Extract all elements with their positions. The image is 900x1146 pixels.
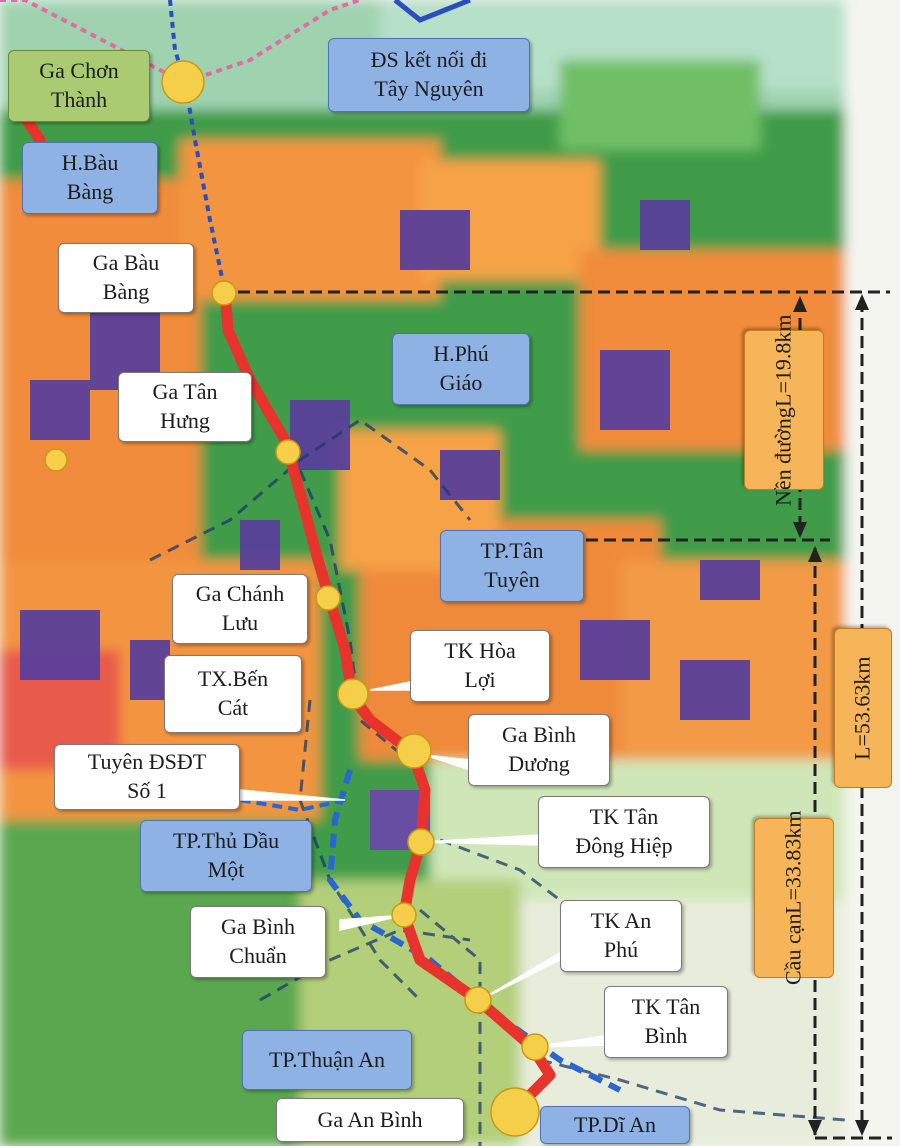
label-ga-tan-hung: Ga Tân Hưng	[118, 372, 252, 442]
label-tk-tan-dong-hiep: TK Tân Đông Hiệp	[538, 796, 710, 868]
label-tp-thuan-an-line-1: TP.Thuận An	[268, 1046, 386, 1072]
label-tk-an-phu-line-1: TK An	[590, 908, 652, 934]
label-h-bau-bang-line-1: H.Bàu	[61, 150, 119, 176]
station-binh-chuan	[391, 902, 417, 928]
label-nen-duong-line-1: Nền đường	[770, 406, 796, 506]
station-chon-thanh	[161, 60, 205, 104]
label-ds-tay-nguyen: ĐS kết nối đi Tây Nguyên	[328, 38, 530, 112]
label-ga-binh-duong: Ga Bình Dương	[468, 714, 610, 786]
label-tp-thu-dau-mot-line-1: TP.Thủ Dầu	[172, 828, 280, 854]
label-ga-bau-bang-line-1: Ga Bàu	[92, 250, 160, 276]
station-hoa-loi	[337, 678, 369, 710]
station-an-binh	[490, 1087, 540, 1137]
label-tk-tan-dong-hiep-line-2: Đông Hiệp	[575, 833, 673, 858]
label-h-phu-giao-line-1: H.Phú	[433, 341, 489, 367]
label-cau-can-line-2: L=33.83km	[780, 810, 806, 914]
label-ga-binh-chuan: Ga Bình Chuẩn	[190, 906, 326, 978]
label-tp-di-an-line-1: TP.Dĩ An	[574, 1111, 656, 1137]
label-ga-chon-thanh-line-1: Ga Chơn	[39, 58, 119, 84]
label-tp-thuan-an: TP.Thuận An	[242, 1030, 412, 1090]
label-ga-bau-bang-line-2: Bàng	[102, 279, 150, 304]
label-ga-chon-thanh: Ga Chơn Thành	[8, 50, 150, 122]
stations	[44, 60, 549, 1137]
label-ga-binh-chuan-line-2: Chuẩn	[229, 943, 287, 968]
label-tx-ben-cat-line-1: TX.Bến	[197, 666, 269, 692]
label-total-length-line-1: L=53.63km	[849, 656, 875, 760]
label-ga-binh-duong-line-1: Ga Bình	[502, 722, 576, 748]
label-tk-hoa-loi-line-2: Lợi	[464, 667, 496, 692]
station-tan-hung	[275, 439, 301, 465]
label-tp-tan-uyen: TP.Tân Tuyên	[440, 530, 584, 602]
label-ga-chanh-luu-line-2: Lưu	[221, 610, 259, 635]
label-ga-binh-duong-line-2: Dương	[508, 751, 570, 776]
label-tk-hoa-loi: TK Hòa Lợi	[410, 630, 550, 702]
station-bau-bang	[211, 280, 237, 306]
label-tp-di-an: TP.Dĩ An	[540, 1106, 690, 1144]
small-station-west	[44, 448, 68, 472]
label-tp-tan-uyen-line-2: Tuyên	[484, 567, 540, 592]
label-ga-tan-hung-line-1: Ga Tân	[152, 379, 218, 405]
station-an-phu	[464, 986, 492, 1014]
station-tan-binh	[521, 1033, 549, 1061]
label-tk-tan-dong-hiep-line-1: TK Tân	[589, 804, 659, 830]
label-tx-ben-cat-line-2: Cát	[217, 695, 249, 720]
label-ga-an-binh-line-1: Ga An Bình	[317, 1106, 423, 1132]
label-ga-tan-hung-line-2: Hưng	[160, 408, 210, 433]
label-h-phu-giao-line-2: Giáo	[439, 370, 483, 395]
label-h-phu-giao: H.Phú Giáo	[392, 333, 530, 405]
label-tk-tan-binh-line-1: TK Tân	[631, 994, 701, 1020]
label-tp-tan-uyen-line-1: TP.Tân	[480, 538, 544, 564]
label-tk-tan-binh: TK Tân Bình	[604, 986, 728, 1058]
label-tk-hoa-loi-line-1: TK Hòa	[444, 638, 516, 664]
purple-industrial-zones	[20, 200, 760, 850]
label-ds-tay-nguyen-line-1: ĐS kết nối đi	[370, 47, 488, 73]
station-binh-duong	[396, 733, 432, 769]
station-tan-dong-hiep	[407, 828, 435, 856]
label-tuyen-dsdt-line-2: Số 1	[127, 778, 167, 803]
label-ga-chanh-luu: Ga Chánh Lưu	[172, 574, 308, 644]
label-ga-bau-bang: Ga Bàu Bàng	[58, 243, 194, 313]
label-nen-duong: Nền đường L=19.8km	[744, 314, 824, 506]
label-ga-chon-thanh-line-2: Thành	[50, 87, 108, 112]
label-cau-can-line-1: Cầu cạn	[780, 914, 806, 986]
label-tuyen-dsdt: Tuyên ĐSĐT Số 1	[54, 744, 240, 810]
label-tuyen-dsdt-line-1: Tuyên ĐSĐT	[87, 749, 207, 775]
label-tx-ben-cat: TX.Bến Cát	[164, 655, 302, 733]
label-tp-thu-dau-mot: TP.Thủ Dầu Một	[140, 820, 312, 892]
station-chanh-luu	[315, 585, 341, 611]
dimension-arrows	[793, 294, 869, 1136]
label-h-bau-bang: H.Bàu Bàng	[22, 142, 158, 214]
label-cau-can: Cầu cạn L=33.83km	[754, 811, 834, 985]
label-tk-tan-binh-line-2: Bình	[644, 1023, 688, 1048]
label-nen-duong-line-2: L=19.8km	[770, 314, 796, 407]
label-ga-binh-chuan-line-1: Ga Bình	[221, 914, 295, 940]
label-ds-tay-nguyen-line-2: Tây Nguyên	[374, 76, 484, 101]
label-ga-an-binh: Ga An Bình	[276, 1098, 464, 1142]
label-ga-chanh-luu-line-1: Ga Chánh	[195, 581, 285, 607]
label-tp-thu-dau-mot-line-2: Một	[207, 857, 245, 882]
label-tk-an-phu-line-2: Phú	[603, 937, 639, 962]
label-h-bau-bang-line-2: Bàng	[66, 179, 114, 204]
label-total-length: L=53.63km	[834, 628, 892, 788]
label-tk-an-phu: TK An Phú	[560, 900, 682, 972]
